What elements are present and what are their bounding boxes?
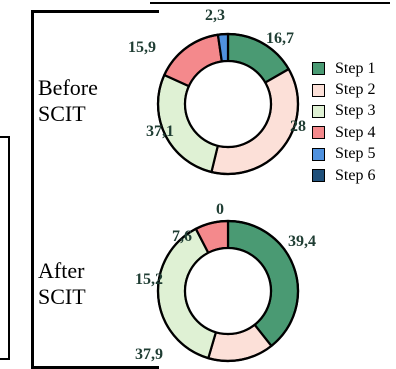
data-label-before-step-1: 16,7 (266, 30, 294, 47)
donut-outer-ring (156, 32, 300, 176)
top-rule (150, 2, 390, 4)
legend-label: Step 6 (335, 166, 376, 184)
legend: Step 1 Step 2 Step 3 Step 4 Step 5 Step … (312, 58, 375, 186)
legend-label: Step 4 (335, 123, 376, 141)
data-label-after-step-2: 15,2 (135, 271, 163, 288)
legend-label: Step 5 (335, 145, 376, 163)
legend-swatch (312, 104, 325, 118)
legend-item-step-4: Step 4 (312, 122, 375, 143)
data-label-after-step-5: 0 (216, 201, 224, 218)
row-label-after: After SCIT (38, 258, 86, 309)
data-label-before-step-4: 15,9 (128, 39, 156, 56)
legend-swatch (312, 169, 325, 183)
legend-item-step-6: Step 6 (312, 165, 375, 186)
donut-hole (183, 246, 273, 336)
legend-label: Step 2 (335, 81, 376, 99)
data-label-after-step-4: 7,6 (172, 228, 192, 245)
row-label-before: Before SCIT (38, 75, 98, 126)
donut-hole (183, 59, 273, 149)
legend-item-step-3: Step 3 (312, 101, 375, 122)
data-label-before-step-5: 2,3 (205, 7, 225, 24)
legend-item-step-1: Step 1 (312, 58, 375, 79)
legend-swatch (312, 147, 325, 161)
legend-label: Step 1 (335, 59, 376, 77)
legend-swatch (312, 62, 325, 76)
data-label-before-step-2: 37,1 (146, 123, 174, 140)
data-label-after-step-3: 37,9 (135, 346, 163, 363)
donut-outer-ring (156, 219, 300, 363)
data-label-before-step-3: 28 (290, 118, 306, 135)
data-label-after-step-1: 39,4 (288, 233, 316, 250)
legend-label: Step 3 (335, 102, 376, 120)
legend-item-step-2: Step 2 (312, 79, 375, 100)
legend-item-step-5: Step 5 (312, 144, 375, 165)
outer-bracket (0, 136, 10, 360)
legend-swatch (312, 126, 325, 140)
legend-swatch (312, 83, 325, 97)
